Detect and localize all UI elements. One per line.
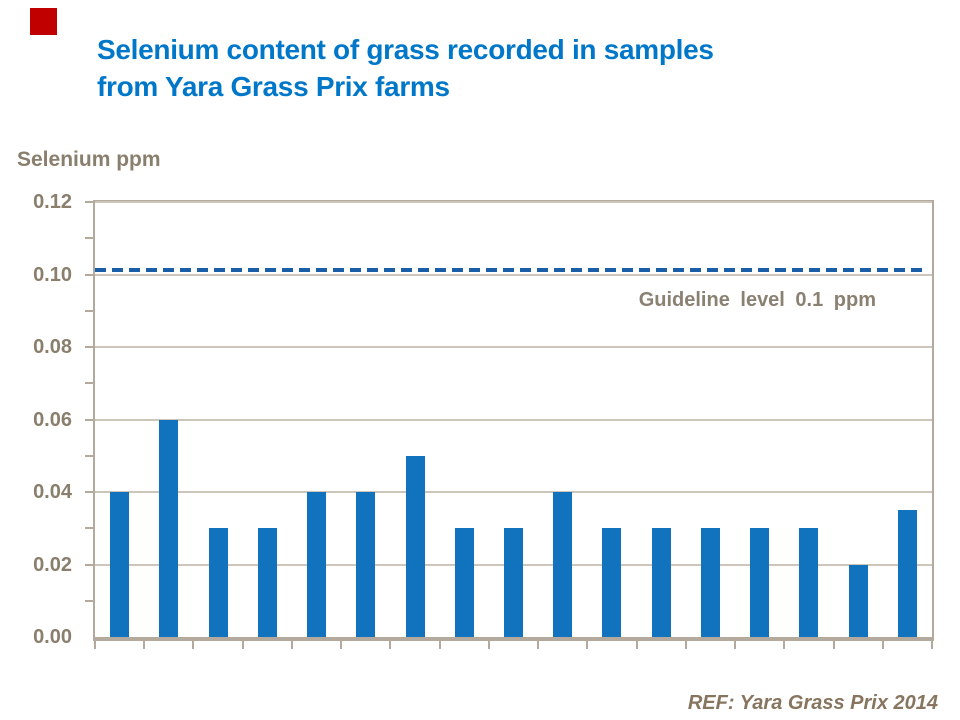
- bar: [356, 492, 376, 637]
- y-axis-tick: [85, 382, 93, 385]
- y-axis-tick-label: 0.12: [33, 191, 72, 213]
- bar: [897, 510, 917, 637]
- guideline-dashed-line: [95, 267, 924, 272]
- y-axis-tick: [85, 454, 93, 457]
- x-axis-tick: [832, 641, 835, 649]
- reference-note: REF: Yara Grass Prix 2014: [687, 692, 938, 714]
- bar: [553, 492, 573, 637]
- x-axis-tick: [192, 641, 195, 649]
- y-axis-tick-label: 0.00: [33, 626, 72, 648]
- gridline: [95, 418, 932, 421]
- x-axis-tick: [438, 641, 441, 649]
- y-axis-tick: [85, 201, 93, 203]
- gridline: [95, 201, 932, 203]
- y-axis-tick: [85, 346, 93, 348]
- x-axis-tick: [94, 641, 96, 649]
- y-axis-tick-label: 0.02: [33, 553, 72, 576]
- bar: [750, 528, 770, 637]
- x-axis-tick: [389, 641, 392, 649]
- y-axis-tick: [85, 273, 93, 276]
- bar: [110, 492, 130, 637]
- y-axis-tick: [85, 237, 93, 240]
- y-axis-tick: [85, 491, 93, 493]
- y-axis-tick: [85, 527, 93, 530]
- bar: [651, 528, 671, 637]
- x-axis-tick: [684, 641, 687, 649]
- x-axis-tick: [881, 641, 884, 649]
- x-axis-tick: [734, 641, 737, 649]
- bar: [405, 455, 425, 637]
- bar: [454, 528, 474, 637]
- x-axis-tick: [635, 641, 638, 649]
- bar: [504, 528, 523, 637]
- x-axis-tick: [290, 641, 293, 649]
- gridline: [95, 346, 932, 348]
- y-axis-tick-label: 0.06: [33, 408, 72, 431]
- y-axis-tick: [85, 418, 93, 421]
- x-axis-tick: [143, 641, 146, 649]
- chart-title-line-1: Selenium content of grass recorded in sa…: [97, 34, 714, 65]
- bar: [602, 528, 622, 637]
- x-axis-tick: [931, 641, 933, 649]
- x-axis-tick: [537, 641, 540, 649]
- bar: [307, 492, 327, 637]
- y-axis-tick-label: 0.10: [33, 263, 72, 286]
- gridline: [95, 273, 932, 276]
- logo-red-square: [30, 8, 57, 35]
- x-axis-tick: [783, 641, 786, 649]
- plot-area: [85, 200, 934, 649]
- y-axis-tick: [85, 563, 93, 566]
- bar: [257, 528, 277, 637]
- chart-title: Selenium content of grass recorded in sa…: [97, 31, 714, 105]
- bar: [799, 528, 819, 637]
- x-axis-tick: [487, 641, 490, 649]
- y-axis-tick: [85, 599, 93, 602]
- bar: [700, 528, 720, 637]
- x-axis-tick: [340, 641, 343, 649]
- bar: [848, 564, 868, 637]
- y-axis-tick: [85, 309, 93, 312]
- y-axis-label: Selenium ppm: [17, 148, 161, 171]
- gridline: [95, 491, 932, 493]
- chart-title-line-2: from Yara Grass Prix farms: [97, 71, 450, 102]
- y-axis-tick-label: 0.04: [33, 481, 72, 503]
- x-axis-tick: [241, 641, 244, 649]
- guideline-label: Guideline level 0.1 ppm: [638, 289, 876, 311]
- y-axis-tick-label: 0.08: [33, 336, 72, 358]
- bar: [208, 528, 228, 637]
- bar: [159, 419, 179, 637]
- x-axis-tick: [586, 641, 589, 649]
